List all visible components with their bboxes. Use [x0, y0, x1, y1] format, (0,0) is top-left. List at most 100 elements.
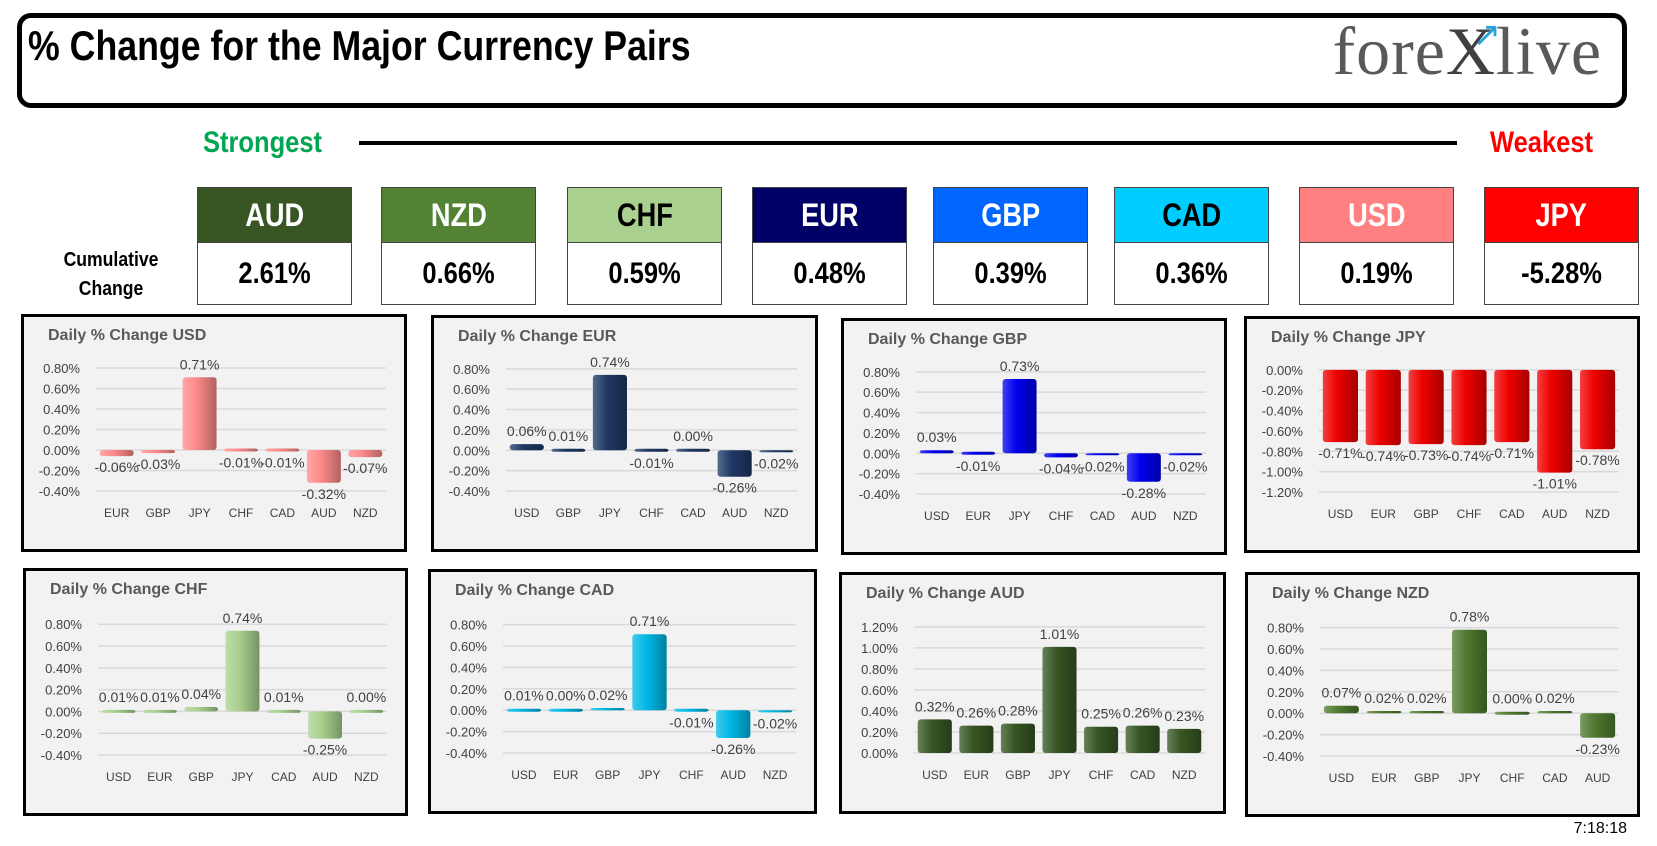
y-tick-label: -0.40%: [1263, 749, 1305, 764]
data-label: -0.74%: [1447, 448, 1491, 464]
currency-code: JPY: [1485, 188, 1638, 243]
x-tick-label: CHF: [1500, 771, 1525, 785]
bar-nzd: [1168, 453, 1203, 456]
y-tick-label: 0.80%: [450, 618, 487, 633]
bar-eur: [143, 709, 177, 713]
y-tick-label: 0.80%: [45, 617, 82, 632]
y-tick-label: -0.40%: [39, 484, 81, 499]
y-tick-label: -0.20%: [1263, 728, 1305, 743]
y-tick-label: 0.00%: [1266, 363, 1303, 378]
x-tick-label: NZD: [763, 768, 788, 782]
bar-usd: [509, 444, 544, 451]
x-tick-label: NZD: [1173, 509, 1198, 523]
data-label: -0.06%: [95, 459, 139, 475]
currency-box-nzd: NZD 0.66%: [381, 187, 536, 305]
x-tick-label: JPY: [1048, 768, 1070, 782]
data-label: 0.01%: [549, 428, 589, 444]
chart-title: Daily % Change USD: [48, 327, 207, 344]
x-tick-label: AUD: [1585, 771, 1611, 785]
y-tick-label: 0.60%: [861, 683, 898, 698]
bar-cad: [676, 448, 711, 452]
bar-gbp: [590, 708, 625, 711]
currency-code: NZD: [382, 188, 535, 243]
bar-eur: [961, 451, 996, 455]
x-tick-label: EUR: [104, 506, 130, 520]
y-tick-label: 0.40%: [1267, 663, 1304, 678]
data-label: 0.02%: [1407, 690, 1447, 706]
x-tick-label: EUR: [965, 509, 991, 523]
strength-scale-line: [359, 141, 1457, 145]
bar-cad: [266, 709, 301, 713]
bar-aud: [1537, 369, 1573, 473]
bar-nzd: [1167, 728, 1202, 753]
currency-box-eur: EUR 0.48%: [752, 187, 907, 305]
bar-nzd: [757, 710, 793, 713]
currency-box-usd: USD 0.19%: [1299, 187, 1454, 305]
cumulative-value: 0.36%: [1115, 243, 1268, 304]
data-label: 1.01%: [1040, 626, 1080, 642]
data-label: 0.28%: [998, 703, 1038, 719]
y-tick-label: 0.00%: [861, 746, 898, 761]
y-tick-label: 0.00%: [450, 703, 487, 718]
data-label: -0.71%: [1490, 445, 1534, 461]
x-tick-label: USD: [514, 506, 540, 520]
x-tick-label: AUD: [312, 770, 338, 784]
data-label: 0.73%: [1000, 358, 1040, 374]
bar-gbp: [141, 450, 176, 454]
cumulative-value: 0.39%: [934, 243, 1087, 304]
currency-code: USD: [1300, 188, 1453, 243]
data-label: 0.25%: [1081, 706, 1121, 722]
y-tick-label: 0.60%: [1267, 642, 1304, 657]
data-label: 0.00%: [673, 428, 713, 444]
chart-title: Daily % Change JPY: [1271, 329, 1426, 346]
y-tick-label: 0.20%: [43, 423, 80, 438]
x-tick-label: GBP: [556, 506, 581, 520]
x-tick-label: JPY: [1009, 509, 1031, 523]
y-tick-label: 0.80%: [861, 662, 898, 677]
bar-cad: [1537, 711, 1573, 714]
bar-cad: [1494, 369, 1530, 443]
data-label: 0.02%: [1364, 690, 1404, 706]
y-tick-label: 0.80%: [863, 365, 900, 380]
currency-code: CHF: [568, 188, 721, 243]
currency-code: EUR: [753, 188, 906, 243]
x-tick-label: AUD: [311, 506, 337, 520]
chart-title: Daily % Change NZD: [1272, 585, 1430, 602]
x-tick-label: EUR: [964, 768, 990, 782]
title-banner: [17, 13, 1627, 108]
x-tick-label: AUD: [721, 768, 747, 782]
data-label: -0.01%: [219, 455, 263, 471]
strongest-label: Strongest: [203, 126, 323, 159]
data-label: -0.02%: [754, 455, 798, 471]
data-label: -0.02%: [1080, 458, 1124, 474]
x-tick-label: NZD: [354, 770, 379, 784]
y-tick-label: 1.00%: [861, 641, 898, 656]
bar-jpy: [1042, 646, 1077, 753]
bar-jpy: [182, 377, 217, 451]
bar-usd: [101, 709, 136, 713]
y-tick-label: 0.00%: [1267, 706, 1304, 721]
bar-eur: [548, 708, 583, 712]
x-tick-label: NZD: [353, 506, 378, 520]
x-tick-label: CAD: [271, 770, 297, 784]
timestamp: 7:18:18: [1573, 820, 1627, 837]
bar-nzd: [348, 450, 383, 458]
x-tick-label: JPY: [1458, 771, 1480, 785]
x-tick-label: CHF: [639, 506, 664, 520]
y-tick-label: 0.40%: [45, 661, 82, 676]
currency-box-gbp: GBP 0.39%: [933, 187, 1088, 305]
data-label: -0.03%: [136, 456, 180, 472]
cumulative-label-line2: Change: [78, 278, 144, 300]
data-label: 0.26%: [957, 705, 997, 721]
bar-gbp: [551, 448, 586, 452]
cumulative-value: 2.61%: [198, 243, 351, 304]
currency-code: GBP: [934, 188, 1087, 243]
data-label: -0.71%: [1318, 445, 1362, 461]
x-tick-label: CHF: [679, 768, 704, 782]
bar-eur: [1365, 369, 1401, 446]
bar-jpy: [592, 374, 627, 451]
y-tick-label: -0.20%: [449, 464, 491, 479]
weakest-label: Weakest: [1490, 126, 1594, 159]
currency-box-chf: CHF 0.59%: [567, 187, 722, 305]
chart-title: Daily % Change EUR: [458, 328, 617, 345]
